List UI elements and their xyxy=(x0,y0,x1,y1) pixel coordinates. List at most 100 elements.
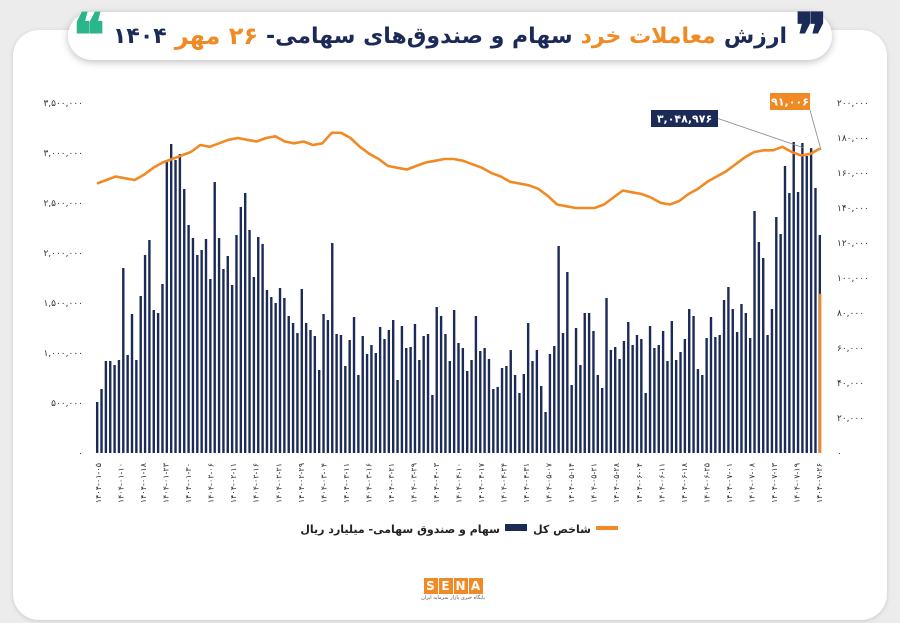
bar xyxy=(370,345,373,453)
bar xyxy=(583,313,586,453)
bar xyxy=(156,313,160,453)
bar xyxy=(457,343,460,453)
bar xyxy=(139,296,142,453)
bar xyxy=(779,234,782,453)
bar xyxy=(235,235,238,453)
x-tick-label: ۱۴۰۴-۰۲-۲۱ xyxy=(274,463,283,503)
bar xyxy=(657,345,660,453)
bar xyxy=(418,360,421,453)
x-tick-label: ۱۴۰۴-۰۷-۰۸ xyxy=(747,462,756,503)
bar xyxy=(692,316,695,453)
x-tick-label: ۱۴۰۴-۰۴-۱۰ xyxy=(455,463,464,503)
x-tick-label: ۱۴۰۴-۰۳-۰۴ xyxy=(319,463,328,503)
bar xyxy=(509,350,512,453)
bar xyxy=(339,335,343,453)
bar xyxy=(788,193,791,453)
bar xyxy=(801,143,804,453)
bar xyxy=(191,238,195,453)
bar xyxy=(670,321,674,453)
x-tick-label: ۱۴۰۴-۰۵-۱۴ xyxy=(567,463,576,503)
bar xyxy=(104,361,108,453)
bar xyxy=(130,314,134,453)
latest-index-bar xyxy=(819,293,822,453)
bar xyxy=(374,353,377,453)
bar xyxy=(614,347,617,453)
x-tick-label: ۱۴۰۴-۰۲-۱۱ xyxy=(229,463,238,503)
bar xyxy=(783,166,787,453)
bar xyxy=(518,393,521,453)
y-right-tick-label: ۴۰,۰۰۰ xyxy=(837,379,864,389)
bar xyxy=(592,331,595,453)
bar xyxy=(283,298,286,453)
bar xyxy=(322,314,325,453)
bar xyxy=(792,142,795,453)
bar xyxy=(744,313,748,453)
bar xyxy=(688,309,691,453)
bar xyxy=(209,279,212,453)
bar xyxy=(731,309,734,453)
bar xyxy=(727,287,730,453)
bar xyxy=(466,371,469,453)
bar xyxy=(287,316,290,453)
y-left-tick-label: ۲,۵۰۰,۰۰۰ xyxy=(43,199,83,209)
x-tick-label: ۱۴۰۴-۰۳-۱۶ xyxy=(364,463,373,503)
line-series xyxy=(96,131,822,453)
bar xyxy=(217,238,221,453)
bar-peak-callout xyxy=(651,110,718,127)
bar xyxy=(252,277,256,453)
index-line xyxy=(96,131,821,210)
logo-letter: A xyxy=(468,578,483,594)
bar xyxy=(265,290,269,453)
logo-subtitle: پایگاه خبری بازار سرمایه ایران xyxy=(421,595,485,601)
index-value: ۹۱,۰۰۶ xyxy=(771,96,809,109)
bar xyxy=(805,156,808,453)
bar xyxy=(718,335,721,453)
y-right-tick-label: ۱۸۰,۰۰۰ xyxy=(837,134,869,144)
bar xyxy=(609,350,613,453)
bar xyxy=(474,316,478,453)
bar xyxy=(226,256,229,453)
x-tick-label: ۱۴۰۴-۰۶-۰۴ xyxy=(635,463,644,503)
x-tick-label: ۱۴۰۴-۰۳-۲۱ xyxy=(387,463,396,503)
title-part1: ارزش xyxy=(723,23,788,49)
bar xyxy=(796,192,800,453)
bar xyxy=(174,160,177,453)
bar xyxy=(587,313,591,453)
bar-series xyxy=(95,142,822,453)
x-tick-label: ۱۴۰۴-۰۱-۱۰ xyxy=(117,463,126,503)
bar xyxy=(553,346,556,453)
index-leader xyxy=(809,109,822,151)
y-axis-left: ۰ ۵۰۰,۰۰۰ ۱,۰۰۰,۰۰۰ ۱,۵۰۰,۰۰۰ ۲,۰۰۰,۰۰۰ ۲,۵۰۰… xyxy=(43,99,83,459)
x-tick-label: ۱۴۰۴-۰۶-۲۵ xyxy=(702,463,711,503)
bar xyxy=(753,211,756,453)
bar xyxy=(126,355,129,453)
bar xyxy=(261,244,264,453)
bar xyxy=(439,316,443,453)
y-left-tick-label: ۳,۰۰۰,۰۰۰ xyxy=(43,149,83,159)
legend-label-bar: سهام و صندوق سهامی- میلیارد ریال xyxy=(300,523,500,536)
bar xyxy=(274,303,277,453)
bar xyxy=(666,361,669,453)
x-tick-label: ۱۴۰۴-۰۲-۰۶ xyxy=(207,463,216,503)
title-date: ۲۶ مهر xyxy=(174,22,258,50)
bar xyxy=(696,369,700,453)
x-tick-label: ۱۴۰۴-۰۴-۰۳ xyxy=(432,462,441,503)
bar xyxy=(548,354,552,453)
x-tick-label: ۱۴۰۴-۰۳-۲۹ xyxy=(409,463,418,503)
bar xyxy=(117,360,121,453)
annotations: ۳,۰۴۸,۹۷۶ ۹۱,۰۰۶ xyxy=(651,93,822,151)
bar xyxy=(757,242,761,453)
bar xyxy=(452,310,456,453)
bar xyxy=(300,289,303,453)
bar xyxy=(492,389,495,453)
x-tick-label: ۱۴۰۴-۰۳-۱۱ xyxy=(342,463,351,503)
bar xyxy=(714,337,717,453)
bar xyxy=(344,366,347,453)
bar xyxy=(378,327,382,453)
bar xyxy=(331,243,334,453)
bar xyxy=(540,386,543,453)
bar xyxy=(701,375,704,453)
x-tick-label: ۱۴۰۴-۰۴-۳۱ xyxy=(522,463,531,503)
y-right-tick-label: ۱۴۰,۰۰۰ xyxy=(837,204,869,214)
bar xyxy=(570,385,573,453)
